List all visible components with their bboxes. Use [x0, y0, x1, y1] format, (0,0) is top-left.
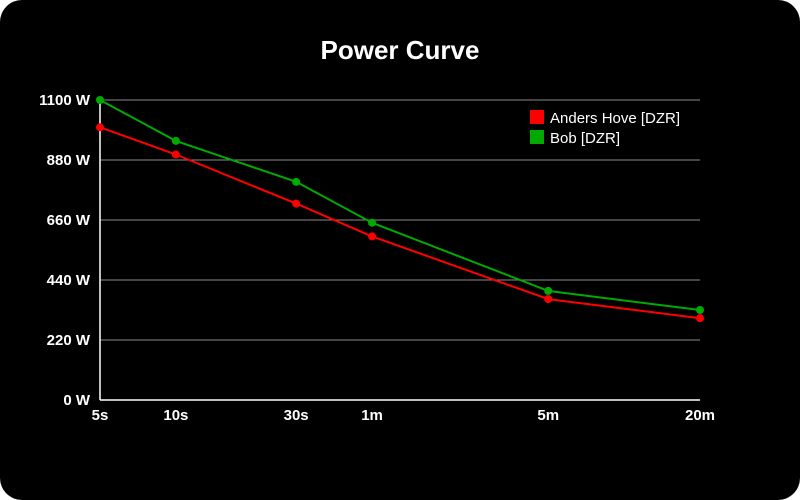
x-tick-labels: 5s 10s 30s 1m 5m 20m — [92, 407, 715, 424]
data-point — [171, 136, 180, 145]
series-lines — [96, 96, 704, 323]
x-tick-label: 20m — [685, 407, 715, 424]
x-tick-label: 1m — [361, 407, 383, 424]
chart-title: Power Curve — [321, 35, 480, 65]
y-tick-label: 440 W — [47, 272, 91, 289]
data-point — [696, 314, 704, 323]
y-tick-label: 880 W — [47, 152, 91, 169]
legend-label-anders: Anders Hove [DZR] — [550, 110, 680, 127]
grid-lines — [100, 99, 700, 401]
data-point — [544, 295, 553, 304]
y-tick-label: 660 W — [47, 212, 91, 229]
y-tick-labels: 0 W 220 W 440 W 660 W 880 W 1100 W — [39, 92, 91, 409]
data-point — [368, 218, 377, 227]
data-point — [696, 306, 704, 314]
x-tick-label: 5m — [537, 407, 559, 424]
x-tick-label: 10s — [163, 407, 188, 424]
data-point — [368, 232, 377, 241]
legend-swatch-anders — [530, 110, 544, 124]
data-point — [171, 150, 180, 159]
data-point — [544, 286, 553, 295]
y-tick-label: 0 W — [63, 392, 91, 409]
y-tick-label: 220 W — [47, 332, 91, 349]
data-point — [292, 199, 301, 208]
data-point — [96, 123, 104, 132]
legend-label-bob: Bob [DZR] — [550, 130, 620, 147]
data-point — [292, 177, 301, 186]
legend-swatch-bob — [530, 130, 544, 144]
legend: Anders Hove [DZR] Bob [DZR] — [530, 110, 680, 147]
data-point — [96, 96, 104, 104]
series-line-0 — [99, 126, 701, 320]
series-line-1 — [99, 99, 701, 311]
y-tick-label: 1100 W — [39, 92, 91, 109]
x-tick-label: 30s — [284, 407, 309, 424]
x-tick-label: 5s — [92, 407, 109, 424]
